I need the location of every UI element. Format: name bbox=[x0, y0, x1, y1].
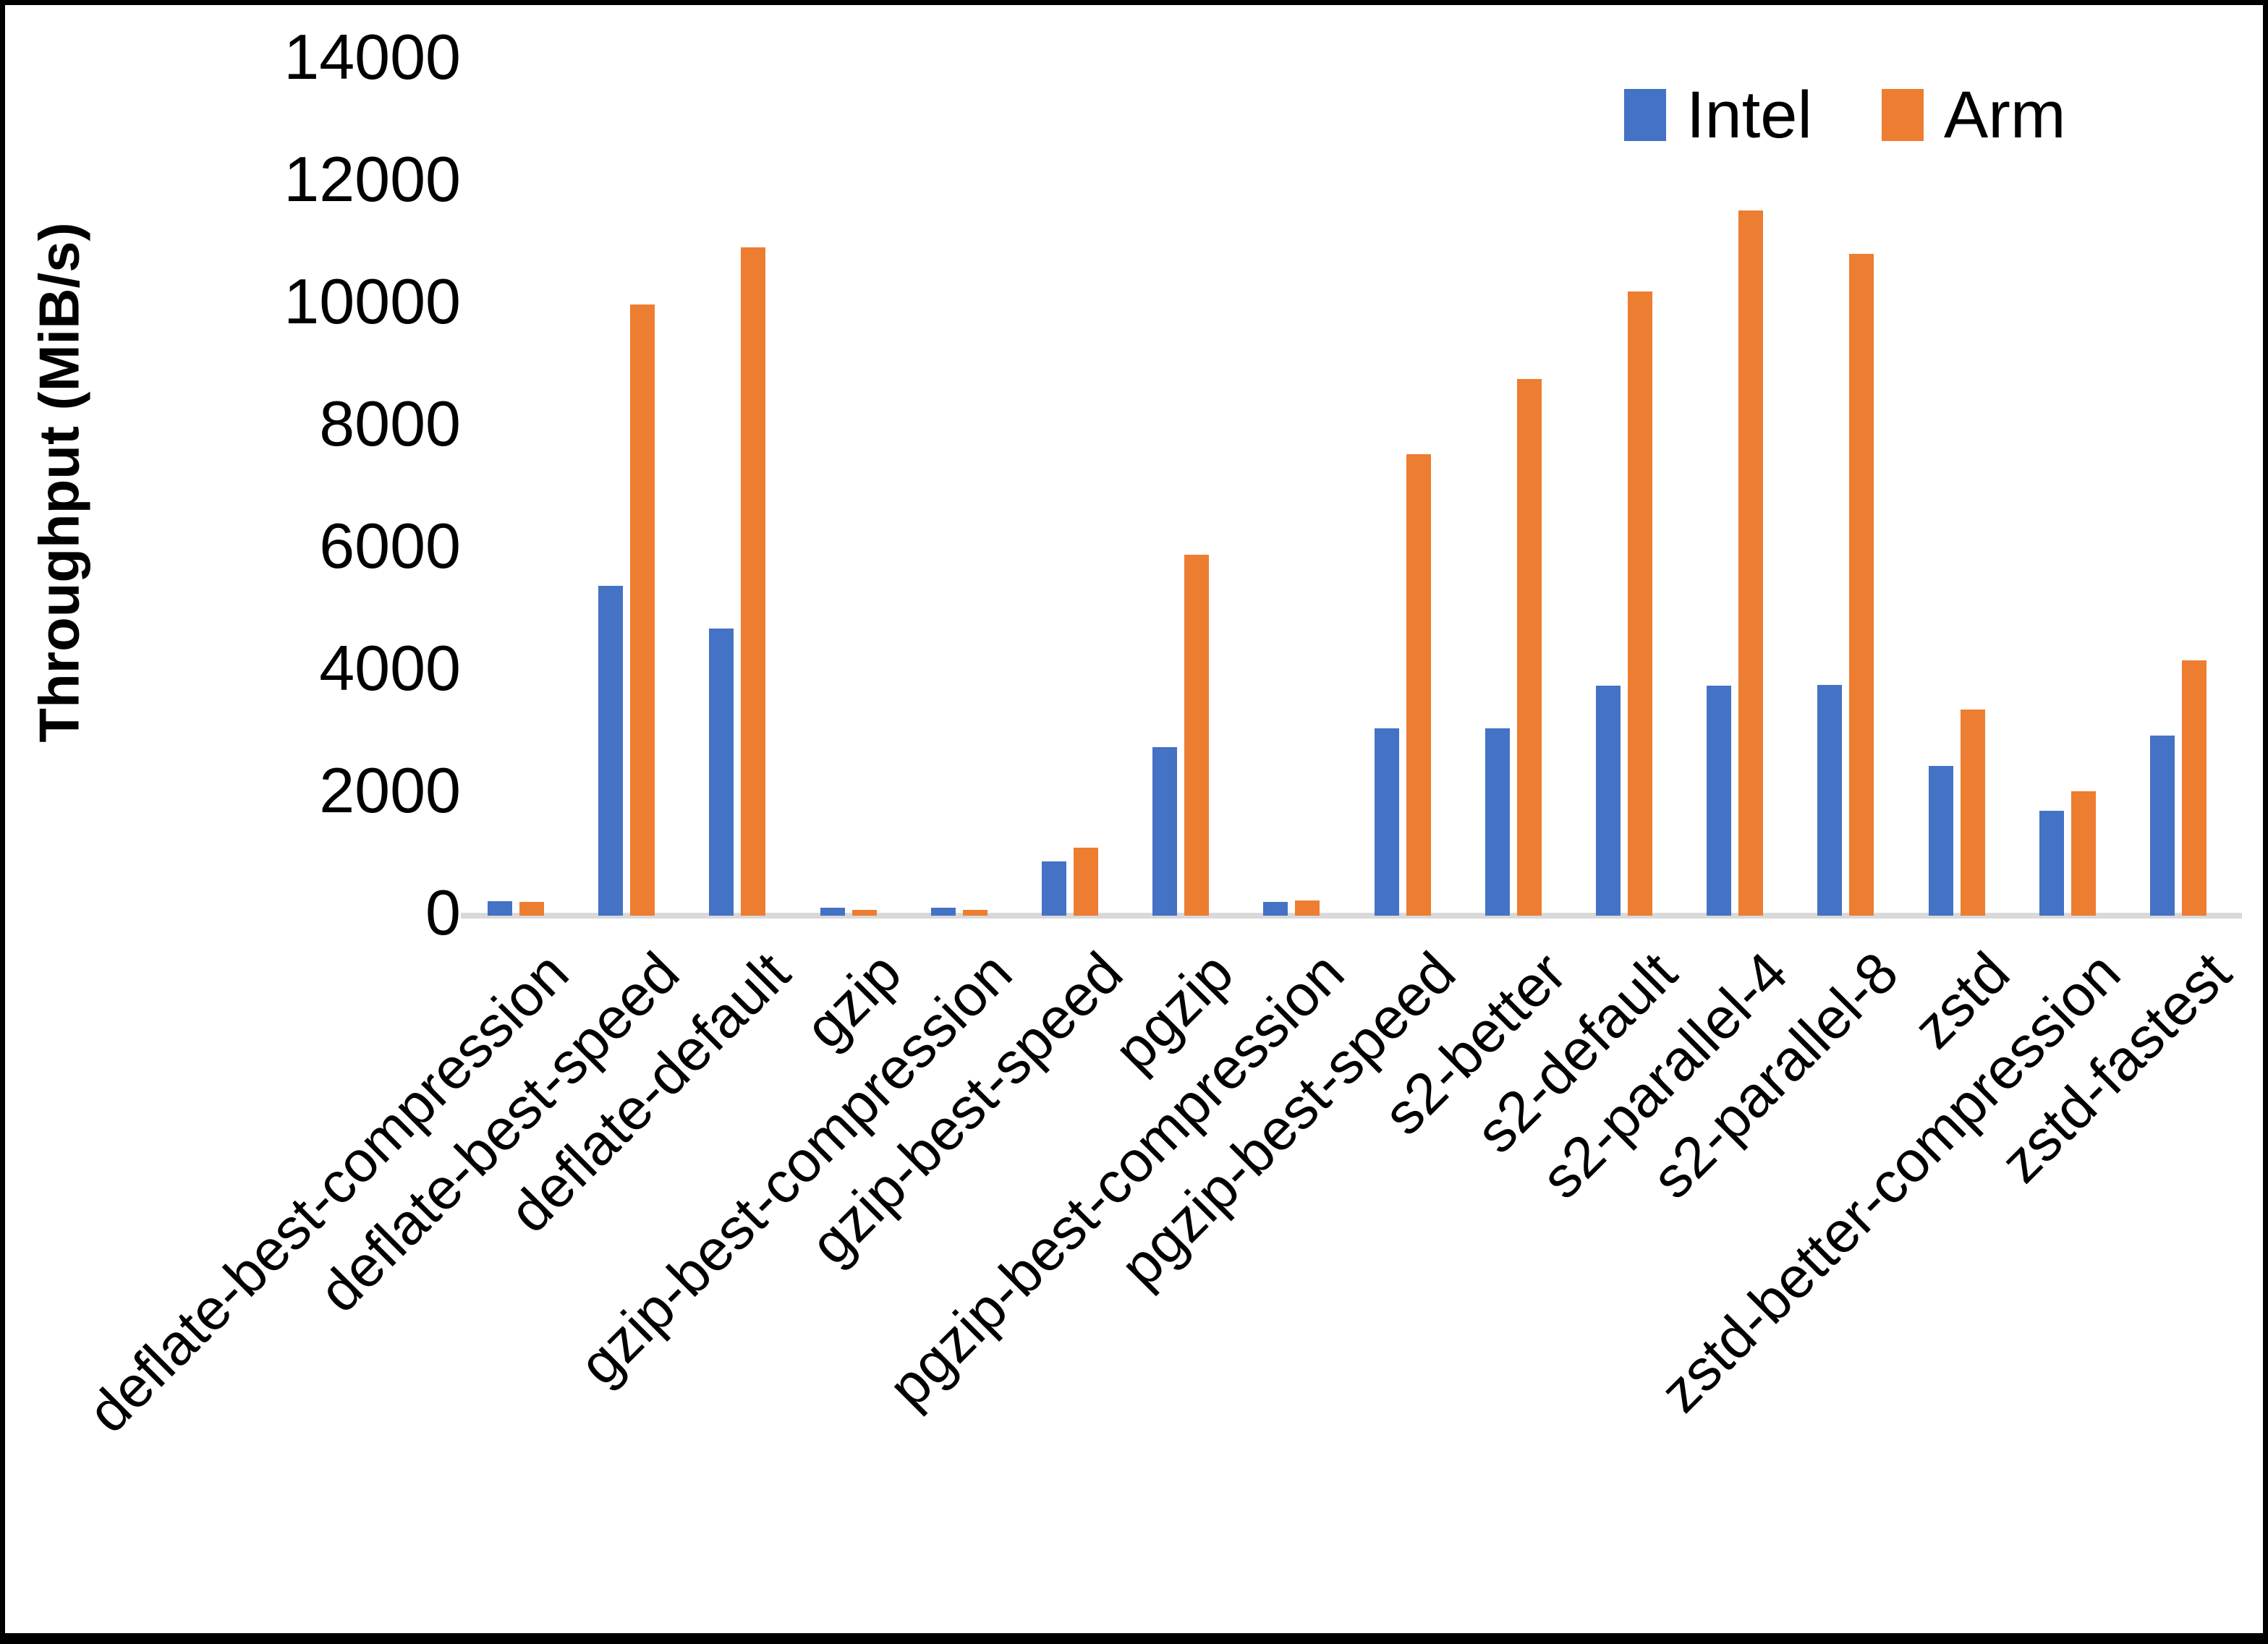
legend-item-arm: Arm bbox=[1881, 78, 2066, 152]
bar-intel-zstd bbox=[1928, 766, 1953, 916]
bar-arm-zstd bbox=[1960, 710, 1985, 916]
bar-intel-gzip bbox=[820, 908, 845, 916]
bar-arm-pgzip-best-speed bbox=[1406, 454, 1431, 916]
bar-intel-deflate-best-compression bbox=[488, 901, 512, 916]
bar-arm-s2-default bbox=[1628, 291, 1652, 916]
y-tick-label-4000: 4000 bbox=[319, 631, 461, 704]
bar-intel-s2-parallel-4 bbox=[1707, 686, 1732, 916]
legend-item-intel: Intel bbox=[1624, 82, 1812, 148]
y-tick-label-12000: 12000 bbox=[284, 142, 461, 215]
bar-arm-gzip-best-speed bbox=[1074, 848, 1098, 916]
bar-intel-pgzip bbox=[1152, 747, 1178, 916]
bar-intel-s2-default bbox=[1596, 686, 1621, 916]
bar-intel-zstd-better-compression bbox=[2039, 811, 2064, 916]
y-tick-label-10000: 10000 bbox=[284, 265, 461, 337]
bar-arm-pgzip-best-compression bbox=[1295, 900, 1320, 916]
bar-arm-s2-better bbox=[1516, 379, 1542, 916]
y-tick-label-8000: 8000 bbox=[319, 387, 461, 459]
bar-intel-deflate-default bbox=[709, 629, 734, 916]
legend-label-arm: Arm bbox=[1943, 78, 2066, 152]
bar-intel-zstd-fastest bbox=[2150, 736, 2175, 916]
y-tick-label-6000: 6000 bbox=[319, 509, 461, 582]
y-tick-label-2000: 2000 bbox=[319, 754, 461, 826]
bar-arm-gzip bbox=[851, 910, 877, 916]
bar-intel-pgzip-best-compression bbox=[1263, 902, 1288, 916]
y-tick-label-0: 0 bbox=[425, 876, 461, 948]
bar-intel-s2-parallel-8 bbox=[1817, 685, 1843, 916]
bar-arm-gzip-best-compression bbox=[962, 910, 988, 916]
y-tick-label-14000: 14000 bbox=[284, 20, 461, 93]
bar-arm-deflate-best-speed bbox=[630, 304, 655, 916]
legend-swatch-arm bbox=[1881, 89, 1924, 141]
bar-intel-deflate-best-speed bbox=[598, 586, 624, 916]
bar-arm-zstd-better-compression bbox=[2070, 791, 2096, 916]
bar-intel-s2-better bbox=[1485, 728, 1510, 916]
bar-intel-pgzip-best-speed bbox=[1374, 728, 1399, 916]
bar-arm-deflate-best-compression bbox=[519, 902, 544, 916]
bar-arm-deflate-default bbox=[741, 247, 766, 916]
bar-arm-s2-parallel-4 bbox=[1738, 210, 1764, 916]
bar-arm-s2-parallel-8 bbox=[1849, 254, 1874, 916]
legend-swatch-intel bbox=[1624, 89, 1666, 141]
legend-label-intel: Intel bbox=[1686, 78, 1812, 152]
y-axis-title: Throughput (MiB/s) bbox=[27, 222, 91, 743]
legend: Intel Arm bbox=[1624, 82, 2066, 148]
bar-arm-zstd-fastest bbox=[2182, 660, 2207, 916]
bar-arm-pgzip bbox=[1184, 555, 1210, 916]
bar-intel-gzip-best-speed bbox=[1042, 861, 1066, 916]
bar-intel-gzip-best-compression bbox=[930, 908, 956, 916]
x-axis-line bbox=[461, 913, 2242, 919]
